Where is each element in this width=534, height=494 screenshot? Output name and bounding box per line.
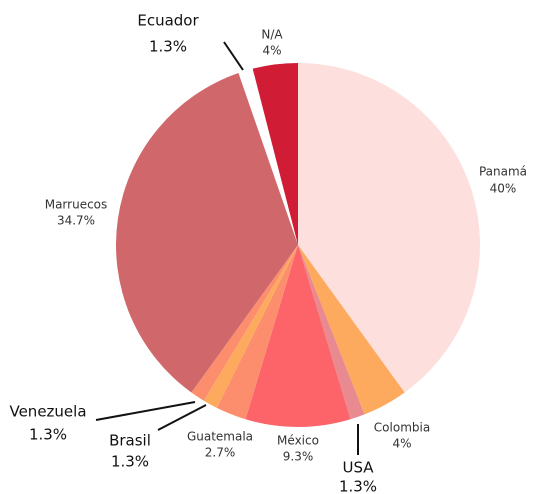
pie-slice bbox=[216, 245, 298, 420]
slice-label: N/A bbox=[261, 28, 283, 42]
pie-slice bbox=[203, 245, 298, 408]
slice-label: Marruecos bbox=[45, 198, 108, 212]
leader-line bbox=[223, 41, 244, 71]
slice-value: 2.7% bbox=[205, 446, 236, 460]
pie-slice bbox=[115, 73, 298, 393]
slice-value: 4% bbox=[392, 437, 411, 451]
slice-value: 34.7% bbox=[57, 214, 95, 228]
slice-value: 1.3% bbox=[149, 38, 187, 56]
pie-slice bbox=[298, 245, 405, 415]
slice-label: Brasil bbox=[109, 432, 151, 450]
slice-value: 9.3% bbox=[283, 450, 314, 464]
pie-slice bbox=[298, 63, 481, 393]
slice-value: 1.3% bbox=[29, 426, 67, 444]
slice-value: 1.3% bbox=[339, 478, 377, 494]
slice-label: Guatemala bbox=[187, 430, 253, 444]
leader-line bbox=[157, 404, 207, 431]
pie-slice bbox=[191, 245, 298, 401]
slice-label: Ecuador bbox=[137, 12, 199, 30]
slice-label: Panamá bbox=[479, 165, 527, 179]
slice-value: 1.3% bbox=[111, 453, 149, 471]
slice-value: 4% bbox=[262, 44, 281, 58]
leader-lines bbox=[95, 41, 359, 455]
slice-label: México bbox=[277, 434, 319, 448]
pie-slice bbox=[236, 62, 296, 239]
pie-slice bbox=[245, 245, 351, 427]
pie-slice bbox=[252, 63, 298, 245]
slice-label: USA bbox=[342, 459, 374, 477]
pie-slice bbox=[298, 245, 365, 420]
labels: Panamá40%Colombia4%USA1.3%México9.3%Guat… bbox=[9, 12, 527, 494]
slice-value: 40% bbox=[490, 182, 517, 196]
leader-line bbox=[95, 401, 196, 421]
slice-label: Colombia bbox=[374, 421, 430, 435]
pie bbox=[115, 62, 481, 427]
slice-label: Venezuela bbox=[9, 403, 86, 421]
